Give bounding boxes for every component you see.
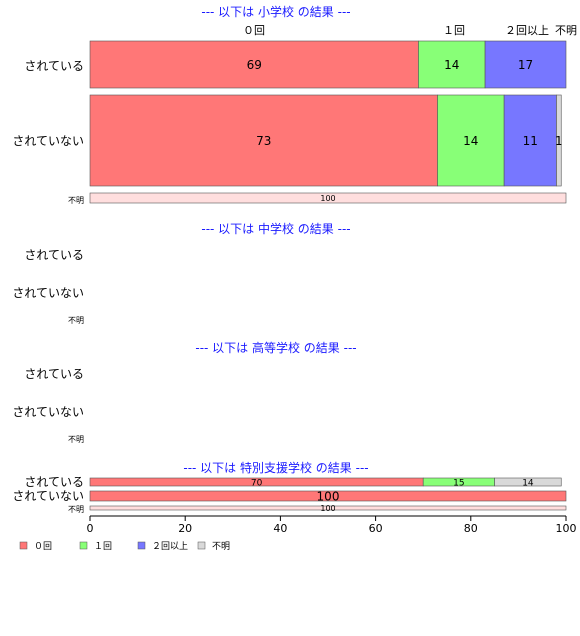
legend-label: ２回以上 (152, 541, 188, 552)
x-tick-label: 80 (464, 522, 478, 535)
data-label: 69 (247, 58, 262, 72)
category-label: されていない (12, 489, 84, 503)
category-label: 不明 (68, 435, 84, 444)
data-label: 100 (320, 194, 335, 203)
bar-segment (89, 94, 438, 187)
category-label: 不明 (68, 196, 84, 205)
panel-title: --- 以下は 高等学校 の結果 --- (195, 340, 356, 355)
column-header-3: 不明 (555, 24, 577, 37)
legend-swatch (137, 541, 146, 550)
category-label: されている (24, 248, 84, 262)
data-label: 15 (453, 478, 464, 488)
bar-segment (89, 505, 567, 511)
category-label: されている (24, 367, 84, 381)
x-tick-label: 60 (369, 522, 383, 535)
x-tick-label: 100 (556, 522, 577, 535)
bar-segment (89, 192, 567, 204)
data-label: 14 (463, 134, 478, 148)
bar-segment (89, 40, 419, 89)
data-label: 100 (317, 490, 340, 504)
legend-label: 不明 (212, 541, 230, 552)
bar-segment (556, 94, 562, 187)
bar-segment (437, 94, 505, 187)
panel-title: --- 以下は 小学校 の結果 --- (201, 4, 350, 19)
category-label: されていない (12, 405, 84, 419)
column-header-0: ０回 (243, 24, 265, 37)
category-label: されている (24, 59, 84, 73)
legend-label: ０回 (34, 541, 52, 552)
data-label: 14 (522, 478, 534, 488)
column-header-2: ２回以上 (505, 24, 549, 37)
column-header-1: １回 (443, 24, 465, 37)
data-label: 73 (256, 134, 271, 148)
bar-segment (484, 40, 567, 89)
x-tick-label: 40 (273, 522, 287, 535)
bar-segment (494, 477, 562, 487)
legend-swatch (197, 541, 206, 550)
bar-segment (89, 490, 567, 502)
bar-segment (418, 40, 486, 89)
legend-swatch (79, 541, 88, 550)
category-label: されていない (12, 286, 84, 300)
legend-label: １回 (94, 541, 112, 552)
panel-title: --- 以下は 中学校 の結果 --- (201, 221, 350, 236)
data-label: 11 (523, 134, 538, 148)
data-label: 70 (251, 478, 263, 488)
bar-segment (503, 94, 557, 187)
category-label: 不明 (68, 505, 84, 514)
category-label: されていない (12, 134, 84, 148)
data-label: 1 (555, 134, 563, 148)
category-label: 不明 (68, 316, 84, 325)
data-label: 17 (518, 58, 533, 72)
x-tick-label: 20 (178, 522, 192, 535)
category-label: されている (24, 475, 84, 489)
x-tick-label: 0 (87, 522, 94, 535)
data-label: 14 (444, 58, 459, 72)
legend-swatch (19, 541, 28, 550)
data-label: 100 (320, 504, 335, 513)
panel-title: --- 以下は 特別支援学校 の結果 --- (183, 460, 368, 475)
